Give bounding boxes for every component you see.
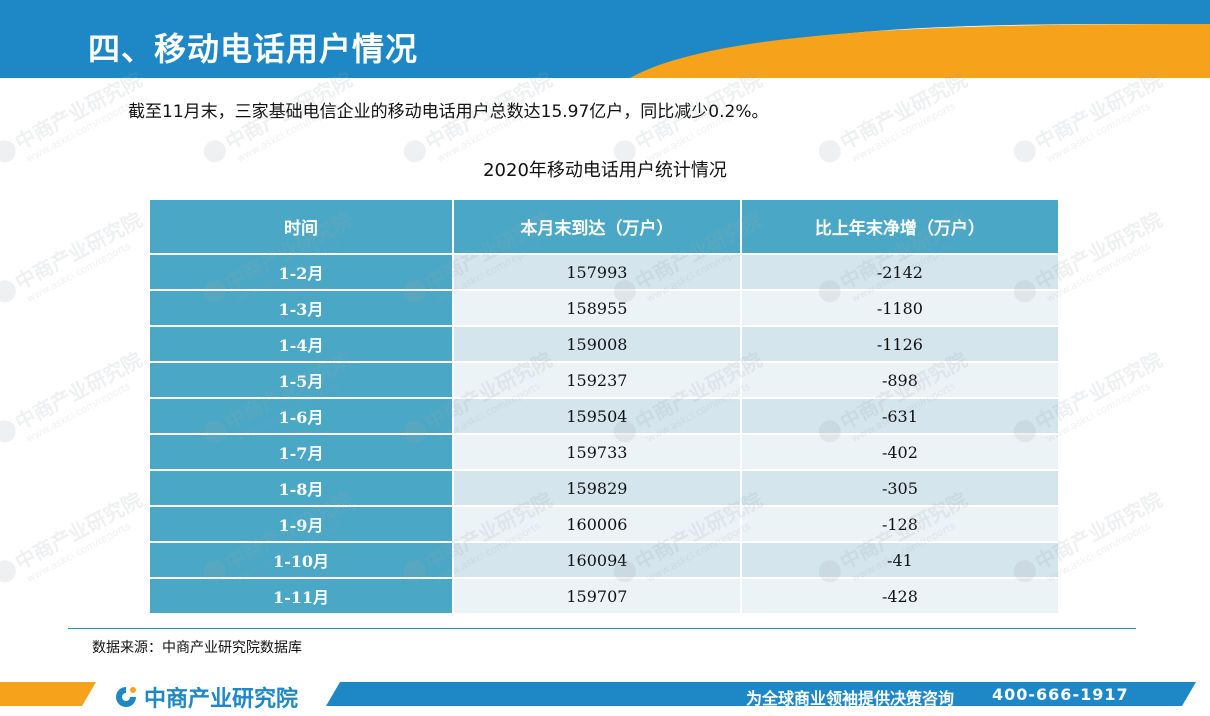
footer-slogan: 为全球商业领袖提供决策咨询 (746, 689, 955, 708)
footer-phone: 400-666-1917 (992, 685, 1129, 704)
net-cell: -402 (740, 433, 1058, 470)
table-row: 1-2月 157993 -2142 (150, 253, 1058, 290)
watermark-url: www.askci.com/reports (25, 521, 132, 585)
watermark-url: www.askci.com/reports (1045, 241, 1152, 305)
total-cell: 159733 (453, 433, 742, 470)
footer-background (0, 682, 1196, 706)
period-cell: 1-4月 (150, 325, 454, 362)
net-cell: -631 (740, 397, 1058, 434)
watermark-name: 中商产业研究院 (11, 67, 146, 154)
period-cell: 1-8月 (150, 469, 454, 506)
table-row: 1-3月 158955 -1180 (150, 289, 1058, 326)
watermark-logo-icon (0, 420, 16, 443)
total-cell: 160094 (453, 541, 742, 578)
watermark-name: 中商产业研究院 (11, 487, 146, 574)
logo-text: 中商产业研究院 (144, 687, 299, 712)
source-divider (68, 628, 1136, 629)
watermark-url: www.askci.com/reports (1045, 521, 1152, 585)
table-row: 1-4月 159008 -1126 (150, 325, 1058, 362)
watermark-name: 中商产业研究院 (836, 67, 971, 154)
net-cell: -1126 (740, 325, 1058, 362)
watermark-name: 中商产业研究院 (11, 347, 146, 434)
header-background (0, 0, 1210, 78)
table-row: 1-5月 159237 -898 (150, 361, 1058, 398)
table-row: 1-8月 159829 -305 (150, 469, 1058, 506)
net-cell: -41 (740, 541, 1058, 578)
period-cell: 1-6月 (150, 397, 454, 434)
watermark-url: www.askci.com/reports (25, 241, 132, 305)
net-cell: -1180 (740, 289, 1058, 326)
watermark-logo-icon (0, 280, 16, 303)
period-cell: 1-10月 (150, 541, 454, 578)
table-row: 1-10月 160094 -41 (150, 541, 1058, 578)
total-cell: 159829 (453, 469, 742, 506)
net-cell: -428 (740, 577, 1058, 613)
watermark-name: 中商产业研究院 (1031, 67, 1166, 154)
table-header-row: 时间 本月末到达（万户） 比上年末净增（万户） (150, 200, 1058, 254)
total-cell: 159707 (453, 577, 742, 613)
table-row: 1-7月 159733 -402 (150, 433, 1058, 470)
column-header-net: 比上年末净增（万户） (740, 200, 1058, 254)
period-cell: 1-5月 (150, 361, 454, 398)
data-source-note: 数据来源：中商产业研究院数据库 (92, 640, 302, 656)
net-cell: -2142 (740, 253, 1058, 290)
period-cell: 1-3月 (150, 289, 454, 326)
watermark-logo-icon (0, 560, 16, 583)
company-logo: 中商产业研究院 (112, 681, 298, 713)
column-header-total: 本月末到达（万户） (453, 200, 742, 254)
total-cell: 160006 (453, 505, 742, 542)
watermark-url: www.askci.com/reports (25, 381, 132, 445)
table-title: 2020年移动电话用户统计情况 (483, 160, 727, 181)
total-cell: 159008 (453, 325, 742, 362)
total-cell: 159504 (453, 397, 742, 434)
total-cell: 159237 (453, 361, 742, 398)
statistics-table: 时间 本月末到达（万户） 比上年末净增（万户） 1-2月 157993 -214… (150, 200, 1058, 613)
header-banner (0, 0, 1210, 80)
column-header-period: 时间 (150, 200, 454, 254)
total-cell: 158955 (453, 289, 742, 326)
table-row: 1-11月 159707 -428 (150, 577, 1058, 613)
logo-mark-icon (116, 687, 136, 707)
page-title: 四、移动电话用户情况 (88, 30, 419, 68)
watermark-url: www.askci.com/reports (1045, 381, 1152, 445)
period-cell: 1-2月 (150, 253, 454, 290)
table-row: 1-6月 159504 -631 (150, 397, 1058, 434)
intro-text: 截至11月末，三家基础电信企业的移动电话用户总数达15.97亿户，同比减少0.2… (128, 102, 769, 122)
period-cell: 1-11月 (150, 577, 454, 613)
watermark-name: 中商产业研究院 (11, 207, 146, 294)
net-cell: -898 (740, 361, 1058, 398)
footer-banner (0, 676, 1210, 716)
period-cell: 1-7月 (150, 433, 454, 470)
net-cell: -305 (740, 469, 1058, 506)
period-cell: 1-9月 (150, 505, 454, 542)
table-row: 1-9月 160006 -128 (150, 505, 1058, 542)
total-cell: 157993 (453, 253, 742, 290)
net-cell: -128 (740, 505, 1058, 542)
